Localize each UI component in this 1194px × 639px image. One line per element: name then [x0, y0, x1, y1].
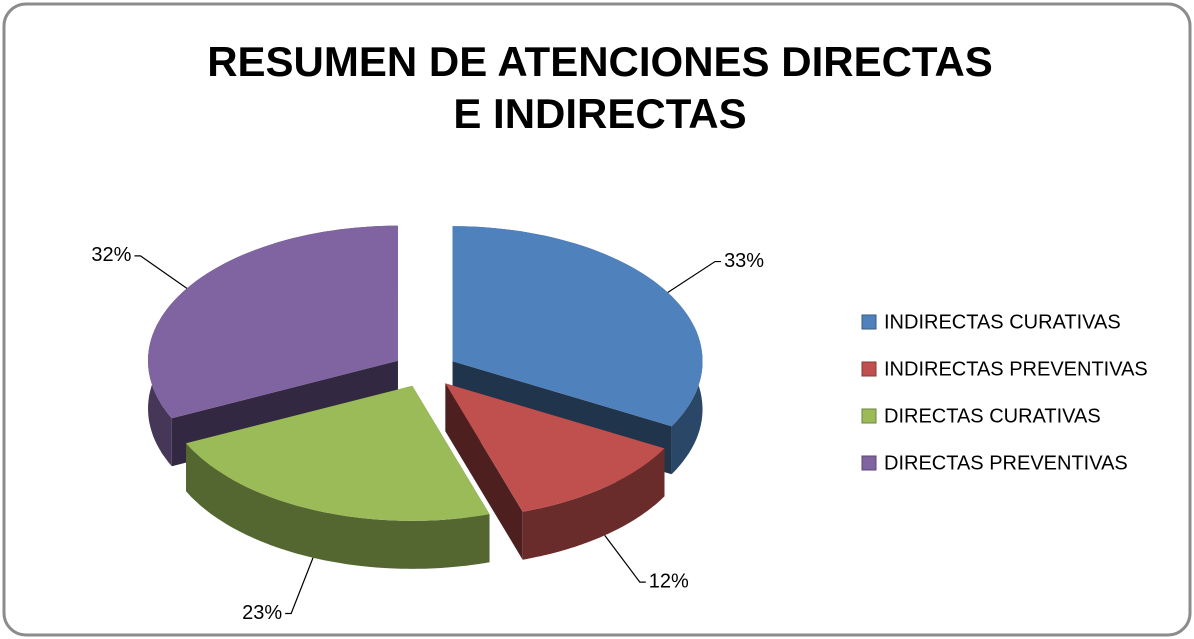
slice-wall [445, 383, 523, 560]
legend-swatch [861, 361, 877, 377]
data-label: 33% [724, 250, 764, 272]
data-label: 12% [649, 570, 689, 592]
data-label: 23% [242, 602, 282, 624]
legend-swatch [861, 408, 877, 424]
slice-top [445, 383, 665, 512]
legend-swatch [861, 314, 877, 330]
leader-line [604, 534, 646, 583]
slice-side [522, 448, 665, 560]
chart-title: RESUMEN DE ATENCIONES DIRECTAS E INDIREC… [207, 38, 993, 137]
slice-top [148, 225, 398, 419]
slice-side [186, 443, 490, 569]
legend-label: INDIRECTAS CURATIVAS [884, 311, 1121, 333]
leader-line [667, 260, 722, 293]
legend-label: DIRECTAS PREVENTIVAS [884, 452, 1128, 474]
slice [445, 383, 665, 560]
data-label: 32% [91, 244, 131, 266]
slice-top [452, 226, 703, 427]
slice-top [186, 385, 490, 521]
slice [186, 385, 490, 569]
legend-label: INDIRECTAS PREVENTIVAS [884, 358, 1148, 380]
leader-line [134, 255, 188, 289]
legend-label: DIRECTAS CURATIVAS [884, 405, 1101, 427]
legend-swatch [861, 455, 877, 471]
leader-line [285, 557, 314, 615]
